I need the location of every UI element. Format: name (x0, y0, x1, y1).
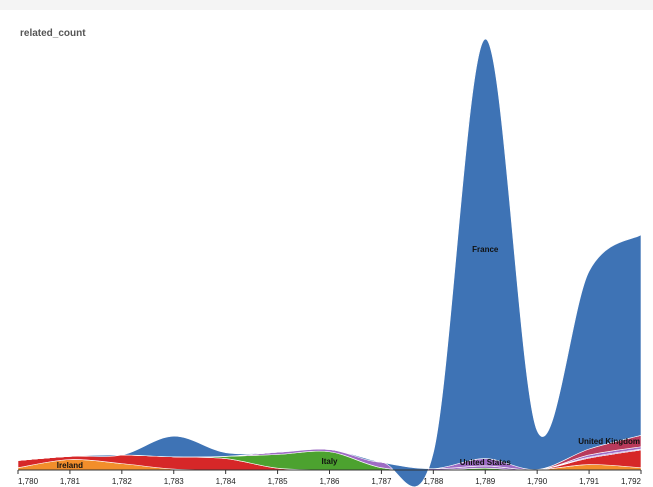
series-label-5: United Kingdom (578, 437, 640, 446)
series-label-6: France (472, 245, 499, 254)
x-tick-label-3: 1,783 (164, 477, 185, 486)
x-tick-label-1: 1,781 (60, 477, 81, 486)
series-label-0: Ireland (57, 461, 83, 470)
top-bar (0, 0, 653, 10)
x-tick-label-9: 1,789 (475, 477, 496, 486)
x-tick-label-7: 1,787 (371, 477, 392, 486)
x-tick-label-10: 1,790 (527, 477, 548, 486)
x-axis-ticks: 1,780 1,781 1,782 1,783 1,784 1,785 1,786 1,787… (17, 470, 642, 486)
x-tick-label-6: 1,786 (319, 477, 340, 486)
series-areas (17, 38, 642, 487)
series-area-6 (17, 38, 642, 487)
x-tick-label-11: 1,791 (579, 477, 600, 486)
x-tick-label-0: 1,780 (18, 477, 39, 486)
series-label-4: United States (460, 458, 512, 467)
x-tick-label-5: 1,785 (268, 477, 289, 486)
x-tick-label-2: 1,782 (112, 477, 133, 486)
x-tick-label-12: 1,792 (621, 477, 642, 486)
x-tick-label-4: 1,784 (216, 477, 237, 486)
y-axis-label: related_count (20, 28, 86, 39)
x-tick-label-8: 1,788 (423, 477, 444, 486)
series-labels: Ireland Italy United States United Kingdom F… (57, 245, 640, 470)
series-label-2: Italy (321, 457, 338, 466)
